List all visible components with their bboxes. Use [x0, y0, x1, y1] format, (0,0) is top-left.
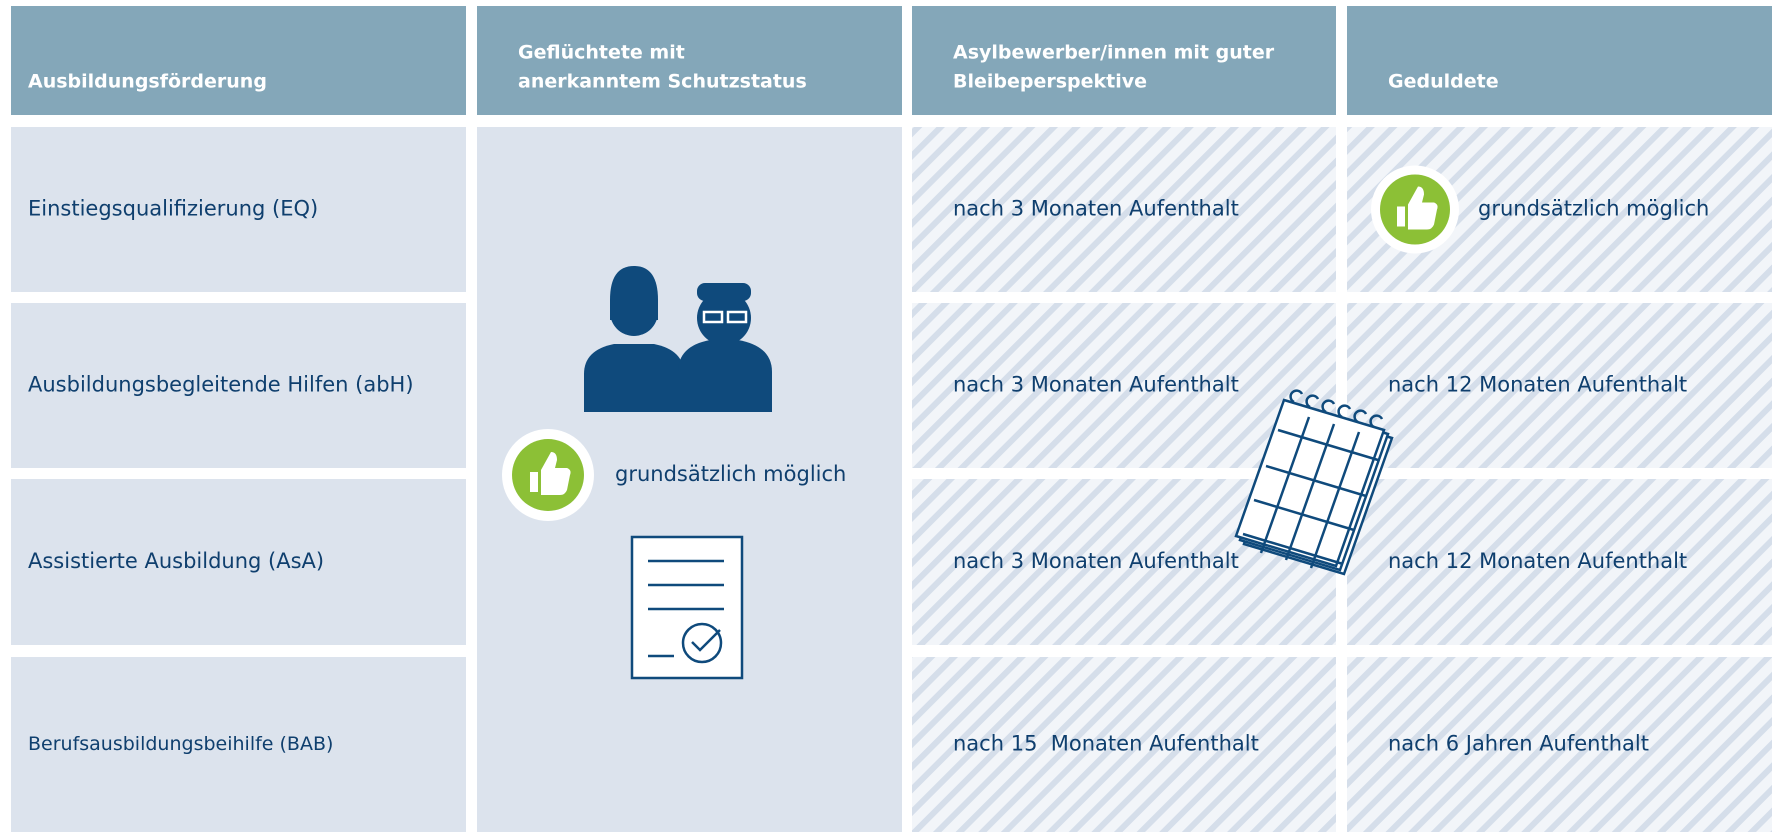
- hatched-cell: [912, 303, 1336, 468]
- header-text: Asylbewerber/innen mit guter: [953, 42, 1275, 64]
- header-cell: [1347, 6, 1772, 115]
- header-text: anerkanntem Schutzstatus: [518, 71, 807, 93]
- header-cell: [912, 6, 1336, 115]
- hatched-cell: [912, 657, 1336, 832]
- label-cell: [11, 479, 466, 645]
- cell-text: nach 15 Monaten Aufenthalt: [953, 732, 1259, 756]
- row-label: Berufsausbildungsbeihilfe (BAB): [28, 733, 333, 755]
- row-label: Assistierte Ausbildung (AsA): [28, 549, 324, 573]
- row-label: Einstiegsqualifizierung (EQ): [28, 197, 318, 221]
- document-icon: [630, 535, 744, 680]
- row-label: Ausbildungsbegleitende Hilfen (abH): [28, 373, 414, 397]
- cell-text: nach 6 Jahren Aufenthalt: [1388, 732, 1649, 756]
- hatched-cell: [912, 127, 1336, 292]
- hatched-cell: [1347, 479, 1772, 645]
- cells: [11, 6, 1772, 832]
- cell-text: nach 3 Monaten Aufenthalt: [953, 197, 1239, 221]
- header-cell: [11, 6, 466, 115]
- cell-text: grundsätzlich möglich: [1478, 197, 1709, 221]
- cell-text: nach 3 Monaten Aufenthalt: [953, 549, 1239, 573]
- cell-text: nach 12 Monaten Aufenthalt: [1388, 373, 1687, 397]
- thumb-hand: [1397, 186, 1438, 230]
- label-cell: [11, 303, 466, 468]
- calendar-icon: [1234, 389, 1394, 576]
- cell-text: nach 12 Monaten Aufenthalt: [1388, 549, 1687, 573]
- hatched-cell: [1347, 657, 1772, 832]
- header-text: Geduldete: [1388, 71, 1499, 93]
- header-text: Bleibeperspektive: [953, 71, 1147, 93]
- cell-text: grundsätzlich möglich: [615, 462, 846, 486]
- header-text: Ausbildungsförderung: [28, 71, 267, 93]
- cell-text: nach 3 Monaten Aufenthalt: [953, 373, 1239, 397]
- label-cell: [11, 657, 466, 832]
- header-text: Geflüchtete mit: [518, 42, 685, 64]
- people-icon: [584, 266, 772, 412]
- thumb-icon: [502, 429, 594, 521]
- label-cell: [11, 127, 466, 292]
- hatched-cell: [1347, 303, 1772, 468]
- header-cell: [477, 6, 902, 115]
